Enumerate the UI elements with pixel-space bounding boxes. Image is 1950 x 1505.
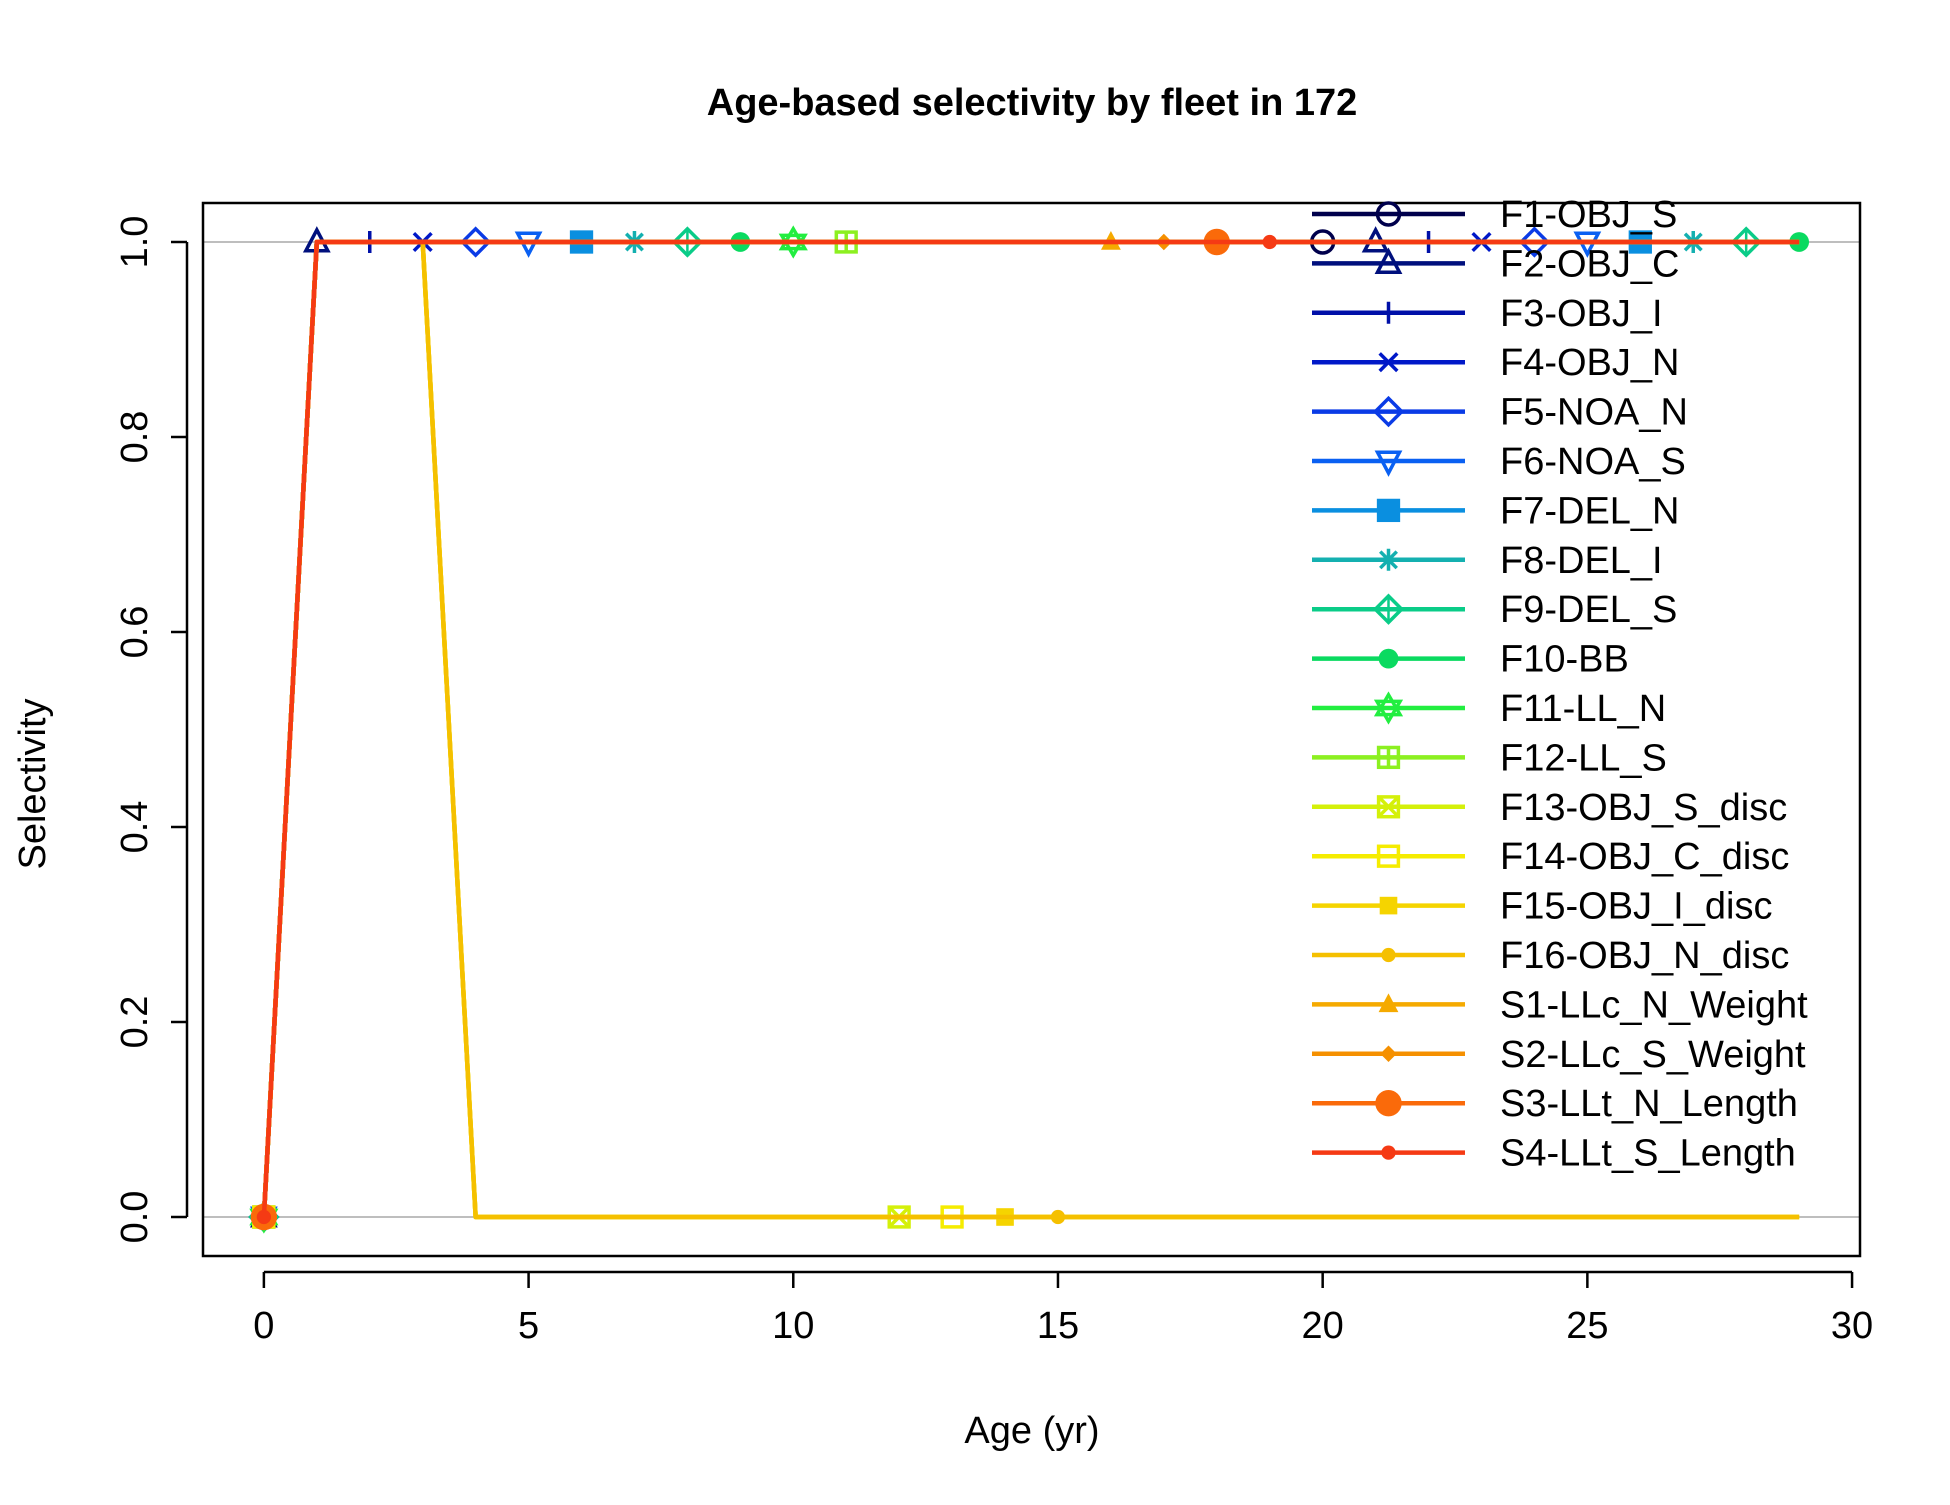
marker-plus: [1377, 301, 1400, 324]
marker-triangle-open: [1374, 247, 1403, 274]
x-tick-label: 15: [1037, 1305, 1079, 1347]
x-tick-label: 20: [1302, 1305, 1344, 1347]
legend-item: F11-LL_N: [1312, 688, 1666, 730]
y-tick-label: 0.6: [114, 606, 156, 659]
legend-label: F13-OBJ_S_disc: [1500, 787, 1787, 829]
legend-label: F7-DEL_N: [1500, 490, 1680, 532]
marker-dot: [1381, 1145, 1396, 1160]
marker-dot: [1381, 947, 1396, 963]
legend-item: F14-OBJ_C_disc: [1312, 836, 1789, 878]
y-tick-label: 0.4: [114, 801, 156, 854]
y-tick-label: 0.8: [114, 411, 156, 464]
marker-cross: [1378, 352, 1399, 373]
legend-item: F15-OBJ_I_disc: [1312, 886, 1772, 928]
legend-item: F13-OBJ_S_disc: [1312, 787, 1787, 829]
marker-dot: [1262, 234, 1277, 250]
x-axis-label: Age (yr): [964, 1410, 1099, 1452]
marker-square-plus: [1376, 745, 1401, 770]
legend-label: F4-OBJ_N: [1500, 342, 1679, 384]
marker-circle-filled: [1378, 648, 1399, 669]
x-tick-label: 30: [1831, 1305, 1873, 1347]
marker-triangle-filled: [1378, 993, 1399, 1013]
legend-item: S1-LLc_N_Weight: [1312, 984, 1808, 1026]
marker-triangle-down-open: [1374, 450, 1403, 477]
marker-square-open: [1376, 844, 1401, 868]
legend-label: F15-OBJ_I_disc: [1500, 886, 1772, 928]
marker-diamond-open: [459, 226, 492, 258]
marker-dot: [256, 1209, 272, 1225]
marker-star-of-david: [778, 225, 808, 259]
y-tick-label: 0.0: [114, 1191, 156, 1244]
marker-diamond-open: [1372, 395, 1405, 428]
legend-label: F6-NOA_S: [1500, 441, 1686, 483]
legend-item: F12-LL_S: [1312, 737, 1667, 779]
legend-label: F11-LL_N: [1500, 688, 1666, 730]
legend-item: F7-DEL_N: [1312, 490, 1680, 532]
x-tick-label: 25: [1566, 1305, 1608, 1347]
legend-label: F10-BB: [1500, 639, 1629, 681]
marker-diamond-small: [1380, 1045, 1397, 1063]
legend-item: F8-DEL_I: [1312, 540, 1663, 582]
legend-label: F16-OBJ_N_disc: [1500, 935, 1789, 977]
marker-diamond-plus: [1372, 593, 1405, 625]
legend-item: F2-OBJ_C: [1312, 243, 1679, 285]
marker-star-of-david: [1373, 691, 1404, 725]
y-axis: 0.0 0.2 0.4 0.6 0.8 1.0: [114, 216, 189, 1244]
legend-label: F1-OBJ_S: [1500, 194, 1677, 236]
legend-item: S3-LLt_N_Length: [1312, 1083, 1798, 1125]
marker-circle-big: [1375, 1090, 1402, 1117]
x-tick-label: 0: [253, 1305, 274, 1347]
legend-label: F14-OBJ_C_disc: [1500, 836, 1789, 878]
y-axis-label: Selectivity: [12, 698, 54, 869]
marker-asterisk: [1377, 548, 1400, 571]
marker-dot: [1050, 1209, 1066, 1225]
marker-square-x-filled: [1376, 795, 1401, 819]
legend-label: F5-NOA_N: [1500, 392, 1688, 434]
series-line: [261, 239, 1800, 1220]
y-tick-label: 1.0: [114, 216, 156, 269]
legend-item: F4-OBJ_N: [1312, 342, 1679, 384]
legend-item: F6-NOA_S: [1312, 441, 1686, 483]
y-tick-label: 0.2: [114, 996, 156, 1049]
series-F16-OBJ_N_disc: [256, 239, 1800, 1225]
x-tick-label: 5: [518, 1305, 539, 1347]
marker-diamond-open: [1518, 226, 1551, 258]
legend-label: F9-DEL_S: [1500, 589, 1677, 631]
series-S4-LLt_S_Length: [256, 234, 1800, 1225]
legend-label: F3-OBJ_I: [1500, 293, 1663, 335]
series-layer: [248, 225, 1810, 1234]
legend-item: F10-BB: [1312, 639, 1629, 681]
marker-circle-open: [1375, 201, 1402, 227]
legend-item: S4-LLt_S_Length: [1312, 1133, 1796, 1175]
legend-item: F16-OBJ_N_disc: [1312, 935, 1789, 977]
plot-frame: [201, 201, 1862, 1258]
legend-item: S2-LLc_S_Weight: [1312, 1034, 1806, 1076]
legend-label: S3-LLt_N_Length: [1500, 1083, 1798, 1125]
legend-label: S2-LLc_S_Weight: [1500, 1034, 1806, 1076]
chart-title: Age-based selectivity by fleet in 172: [707, 82, 1358, 124]
series-F13-OBJ_S_disc: [252, 239, 1800, 1229]
legend-item: F9-DEL_S: [1312, 589, 1677, 631]
legend: F1-OBJ_S F2-OBJ_C F3-OBJ_I F4-OBJ_N F5-NOA_N…: [1312, 194, 1808, 1175]
legend-item: F5-NOA_N: [1312, 392, 1688, 434]
legend-label: F12-LL_S: [1500, 737, 1667, 779]
series-F14-OBJ_C_disc: [252, 239, 1800, 1229]
legend-item: F3-OBJ_I: [1312, 293, 1663, 335]
series-line: [261, 239, 1800, 1218]
x-axis: 0 5 10 15 20 25 30: [253, 1270, 1873, 1347]
series-F15-OBJ_I_disc: [255, 239, 1800, 1226]
legend-label: F8-DEL_I: [1500, 540, 1663, 582]
legend-label: F2-OBJ_C: [1500, 243, 1679, 285]
legend-item: F1-OBJ_S: [1312, 194, 1677, 236]
marker-square-x: [1376, 498, 1401, 523]
x-tick-label: 10: [772, 1305, 814, 1347]
legend-label: S4-LLt_S_Length: [1500, 1133, 1796, 1175]
marker-square-filled: [1379, 896, 1398, 915]
legend-label: S1-LLc_N_Weight: [1500, 984, 1808, 1026]
